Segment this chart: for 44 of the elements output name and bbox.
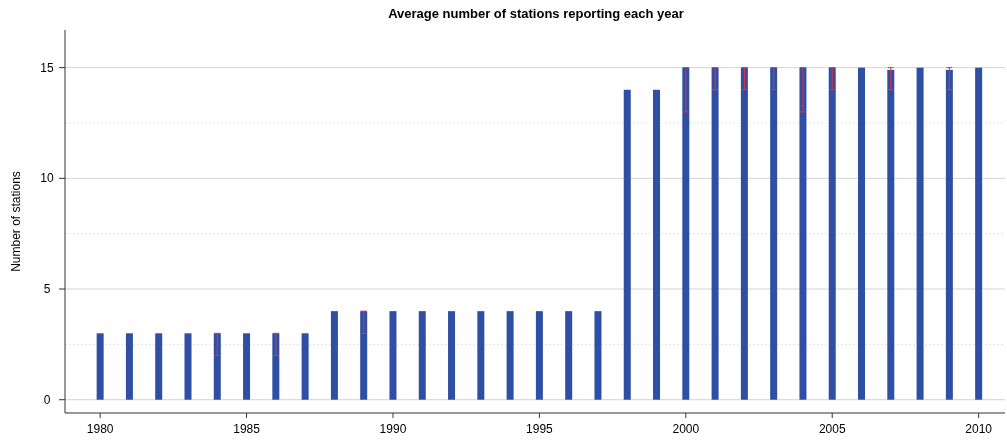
bar [96, 333, 104, 400]
bar [682, 67, 690, 400]
bar [565, 311, 573, 400]
x-tick-label: 1985 [233, 422, 261, 436]
bar [418, 311, 426, 400]
x-tick-label: 1995 [526, 422, 554, 436]
bar [711, 67, 719, 400]
bar [770, 67, 778, 400]
bar [594, 311, 602, 400]
bar [301, 333, 309, 400]
x-tick-label: 2005 [818, 422, 846, 436]
y-tick-label: 15 [40, 60, 54, 75]
bar [360, 311, 368, 400]
bar [799, 67, 807, 400]
bar [858, 67, 866, 400]
y-tick-label: 10 [40, 171, 54, 186]
bar [740, 67, 748, 400]
bar [975, 67, 983, 400]
bar [448, 311, 456, 400]
x-tick-label: 2010 [965, 422, 993, 436]
bar [243, 333, 251, 400]
bar [916, 67, 924, 400]
y-tick-label: 5 [43, 282, 51, 297]
x-tick-label: 2000 [672, 422, 700, 436]
bar [506, 311, 514, 400]
x-tick-label: 1990 [379, 422, 407, 436]
bar [477, 311, 485, 400]
bar [623, 89, 631, 400]
bar [213, 333, 221, 400]
bar [272, 333, 280, 400]
bar [653, 89, 661, 400]
bar [155, 333, 163, 400]
bar [828, 67, 836, 400]
bar [389, 311, 397, 400]
chart-title: Average number of stations reporting each year [388, 6, 684, 21]
bar [535, 311, 543, 400]
bar [945, 69, 953, 400]
bar [330, 311, 338, 400]
y-tick-label: 0 [43, 392, 51, 407]
bar [125, 333, 133, 400]
x-tick-label: 1980 [86, 422, 114, 436]
bar [184, 333, 192, 400]
bar [887, 69, 895, 400]
y-axis-title: Number of stations [9, 171, 23, 272]
